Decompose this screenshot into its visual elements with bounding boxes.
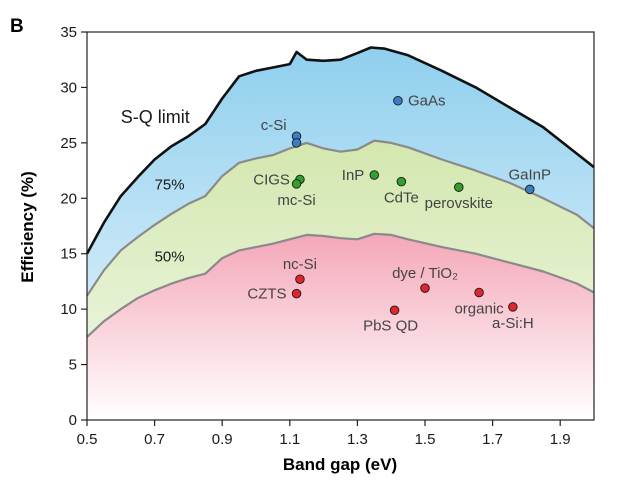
panel-label: B <box>10 16 24 37</box>
point-label: GaAs <box>408 93 446 110</box>
data-point <box>420 283 430 293</box>
y-tick-label: 35 <box>60 24 77 41</box>
data-point <box>291 138 302 148</box>
curve-fills <box>87 47 594 420</box>
y-tick-label: 5 <box>69 357 77 374</box>
point-label: c-Si <box>261 117 287 134</box>
point-label: CIGS <box>253 171 290 188</box>
data-point <box>396 176 407 187</box>
point-label: nc-Si <box>283 256 317 273</box>
x-tick-label: 1.7 <box>482 431 503 448</box>
point-label: GaInP <box>509 166 552 183</box>
point-label: CdTe <box>384 190 419 207</box>
point-label: InP <box>342 167 365 184</box>
point-label: dye / TiO₂ <box>392 265 458 282</box>
x-tick-label: 1.1 <box>279 431 300 448</box>
x-tick-label: 1.9 <box>550 431 571 448</box>
point-label: a-Si:H <box>492 315 534 332</box>
y-tick-label: 0 <box>69 412 77 429</box>
point-label: PbS QD <box>363 317 418 334</box>
point-labels: c-Si GaAs GaInP CIGS mc-Si InP CdTe perovskite n… <box>247 93 551 335</box>
curve-fill <box>87 233 594 420</box>
data-point <box>291 179 302 189</box>
y-tick-label: 15 <box>60 246 77 263</box>
axes: 0.5 0.7 0.9 1.1 1.3 1.5 1.7 1.9 0 5 10 15 20 25 30 35 <box>60 24 595 448</box>
y-axis-title: Efficiency (%) <box>18 171 37 282</box>
data-point <box>508 302 518 312</box>
curve-label: 50% <box>155 248 185 265</box>
point-label: perovskite <box>425 195 493 212</box>
y-tick-label: 20 <box>60 190 77 207</box>
y-tick-label: 30 <box>60 79 77 96</box>
data-point <box>474 287 484 298</box>
curve-line <box>86 232 595 338</box>
data-points <box>291 95 535 316</box>
data-point <box>369 170 380 180</box>
curve-label: 75% <box>155 176 185 193</box>
x-tick-label: 0.9 <box>212 431 233 448</box>
curve-label: S-Q limit <box>121 107 190 127</box>
data-point <box>525 184 535 195</box>
y-tick-label: 10 <box>60 301 77 318</box>
plot-frame <box>86 31 595 421</box>
data-point <box>393 95 403 106</box>
data-point <box>389 305 400 316</box>
data-point <box>291 288 302 299</box>
curve-labels: S-Q limit 75% 50% <box>121 107 190 266</box>
point-label: CZTS <box>247 286 286 303</box>
point-label: mc-Si <box>277 192 315 209</box>
x-tick-label: 0.7 <box>144 431 165 448</box>
data-point <box>295 274 305 284</box>
x-tick-label: 1.5 <box>415 431 436 448</box>
y-tick-label: 25 <box>60 135 77 152</box>
curve-line <box>85 46 595 255</box>
x-tick-label: 1.3 <box>347 431 368 448</box>
data-point <box>454 182 464 192</box>
x-tick-label: 0.5 <box>77 431 98 448</box>
x-axis-title: Band gap (eV) <box>283 455 397 474</box>
point-label: organic <box>454 301 504 318</box>
